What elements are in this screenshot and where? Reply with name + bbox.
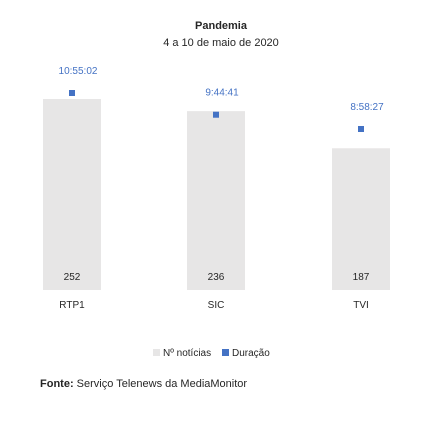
bar-sic xyxy=(187,111,245,290)
x-tick-label: SIC xyxy=(208,300,225,311)
duration-label: 9:44:41 xyxy=(205,88,239,99)
source-text: Serviço Telenews da MediaMonitor xyxy=(76,378,248,390)
duration-marker-rtp1 xyxy=(69,90,75,96)
bar-rtp1 xyxy=(43,99,101,290)
duration-marker-sic xyxy=(213,111,219,118)
x-tick-label: RTP1 xyxy=(59,300,85,311)
bar-value-label: 252 xyxy=(64,272,81,283)
duration-marker-tvi xyxy=(358,126,364,132)
legend: Nº notícias Duração xyxy=(153,348,270,359)
bar-value-label: 236 xyxy=(208,272,225,283)
chart-title: Pandemia xyxy=(195,20,248,32)
source-label: Fonte: xyxy=(40,378,74,390)
duration-label: 8:58:27 xyxy=(350,102,384,113)
duration-label: 10:55:02 xyxy=(59,66,98,77)
bar-tvi xyxy=(332,148,390,290)
source-note: Fonte: Serviço Telenews da MediaMonitor xyxy=(40,378,247,390)
legend-swatch-marker xyxy=(222,349,229,356)
legend-swatch-bar xyxy=(153,349,160,356)
chart-subtitle: 4 a 10 de maio de 2020 xyxy=(163,37,279,49)
bar-value-label: 187 xyxy=(353,272,370,283)
legend-label-marker: Duração xyxy=(232,348,270,359)
plot-area: 252 10:55:02 RTP1 236 9:44:41 SIC 187 8:58:27 TV… xyxy=(43,66,390,311)
legend-label-bar: Nº notícias xyxy=(163,348,211,359)
x-tick-label: TVI xyxy=(353,300,369,311)
